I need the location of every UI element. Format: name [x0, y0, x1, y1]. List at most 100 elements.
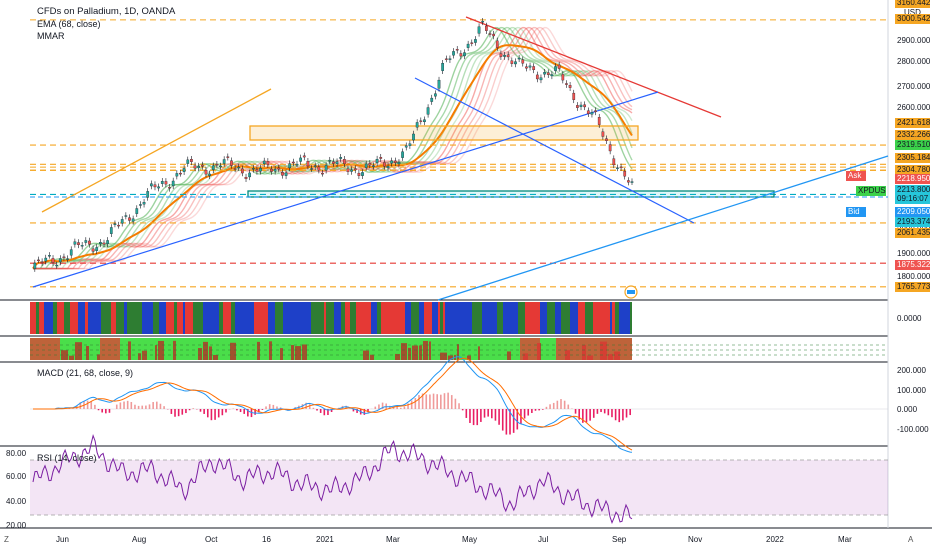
- candle-body: [572, 92, 576, 100]
- macd-histogram-bar: [505, 409, 508, 435]
- candle-body: [535, 74, 539, 80]
- candle-body: [455, 49, 459, 51]
- trend-bar: [371, 302, 375, 334]
- zoom-button[interactable]: Z: [4, 535, 9, 544]
- price-tag: 2319.510: [895, 140, 930, 150]
- volatility-red: [30, 338, 60, 360]
- macd-axis-label: 100.000: [897, 386, 926, 395]
- macd-histogram-bar: [447, 392, 449, 409]
- macd-histogram-bar: [159, 403, 162, 409]
- macd-histogram-bar: [72, 408, 74, 409]
- time-axis-label: Jul: [538, 535, 549, 544]
- ribbon-line: [33, 26, 633, 270]
- macd-histogram-bar: [94, 404, 96, 409]
- candle-body: [66, 258, 69, 260]
- candle-body: [131, 218, 135, 222]
- macd-histogram-bar: [592, 409, 595, 418]
- candle-body: [288, 163, 292, 169]
- candle-body: [554, 66, 557, 71]
- candle-body: [128, 217, 131, 221]
- ribbon-line: [33, 26, 633, 270]
- time-axis-label: Jun: [56, 535, 69, 544]
- trend-bar: [375, 302, 377, 334]
- candle-body: [44, 257, 48, 262]
- trend-bar: [440, 302, 443, 334]
- candle-body: [550, 74, 554, 77]
- macd-histogram-bar: [476, 409, 479, 426]
- macd-histogram-bar: [316, 409, 318, 411]
- macd-histogram-bar: [345, 405, 347, 409]
- time-axis-label: Sep: [612, 535, 627, 544]
- candle-body: [208, 173, 211, 176]
- trend-bar: [46, 302, 53, 334]
- macd-histogram-bar: [552, 402, 555, 409]
- horizontal-levels: [30, 19, 888, 288]
- candle-body: [510, 60, 514, 64]
- mmar-legend[interactable]: MMAR: [37, 31, 65, 41]
- trend-bar: [116, 302, 124, 334]
- macd-histogram-bar: [560, 399, 562, 409]
- volatility-bar: [209, 346, 212, 360]
- trend-bar: [411, 302, 413, 334]
- candle-body: [619, 166, 623, 169]
- candle-body: [423, 119, 426, 123]
- volatility-red: [556, 338, 632, 360]
- macd-histogram-bar: [432, 393, 435, 409]
- trend-bar: [348, 302, 350, 334]
- macd-histogram-bar: [494, 409, 497, 421]
- price-axis-label: 1900.000: [897, 249, 931, 258]
- macd-histogram-bar: [440, 394, 442, 409]
- trend-bar: [555, 302, 561, 334]
- macd-legend[interactable]: MACD (21, 68, close, 9): [37, 368, 134, 378]
- candle-body: [73, 241, 77, 245]
- candle-body: [484, 25, 488, 31]
- macd-histogram-bar: [596, 409, 599, 414]
- candle-body: [259, 167, 262, 172]
- candle-body: [226, 156, 230, 158]
- candle-body: [95, 247, 99, 251]
- macd-histogram-bar: [487, 409, 489, 417]
- trend-bar: [547, 302, 555, 334]
- volatility-bar: [412, 345, 418, 360]
- candle-body: [321, 172, 324, 175]
- trend-bar: [623, 302, 630, 334]
- trend-bar: [219, 302, 223, 334]
- macd-histogram-bar: [607, 409, 610, 416]
- macd-histogram-bar: [134, 404, 136, 409]
- macd-histogram-bar: [425, 394, 428, 409]
- rsi-legend[interactable]: RSI (14, close): [37, 453, 97, 463]
- volatility-red: [520, 338, 540, 360]
- candle-body: [492, 33, 495, 37]
- chart-title[interactable]: CFDs on Palladium, 1D, OANDA: [37, 6, 176, 17]
- indicator-zero-label: 0.0000: [897, 314, 922, 323]
- macd-histogram-bar: [523, 409, 526, 419]
- auto-scale-button[interactable]: A: [908, 535, 914, 544]
- volatility-bar: [507, 351, 511, 360]
- candle-body: [171, 180, 175, 187]
- volatility-bar: [230, 342, 236, 360]
- candle-body: [397, 162, 401, 165]
- trend-bar: [334, 302, 341, 334]
- macd-histogram-bar: [491, 409, 493, 419]
- volatility-bar: [363, 350, 369, 360]
- candle-body: [408, 143, 412, 146]
- macd-histogram-bar: [611, 409, 613, 418]
- candle-body: [583, 104, 587, 108]
- macd-histogram-bar: [108, 409, 111, 413]
- candle-body: [117, 224, 120, 227]
- volatility-bar: [295, 346, 301, 360]
- candle-body: [350, 169, 353, 172]
- candle-body: [503, 54, 506, 57]
- trend-bar: [424, 302, 432, 334]
- trend-bar: [85, 302, 88, 334]
- candle-body: [474, 39, 477, 43]
- trend-bar: [432, 302, 436, 334]
- ema-legend[interactable]: EMA (68, close): [37, 19, 101, 29]
- candle-body: [139, 204, 142, 206]
- macd-histogram-bar: [549, 404, 551, 409]
- candle-body: [332, 161, 335, 164]
- currency-label: USD: [904, 8, 921, 17]
- macd-histogram-bar: [214, 409, 216, 420]
- candle-body: [135, 208, 139, 214]
